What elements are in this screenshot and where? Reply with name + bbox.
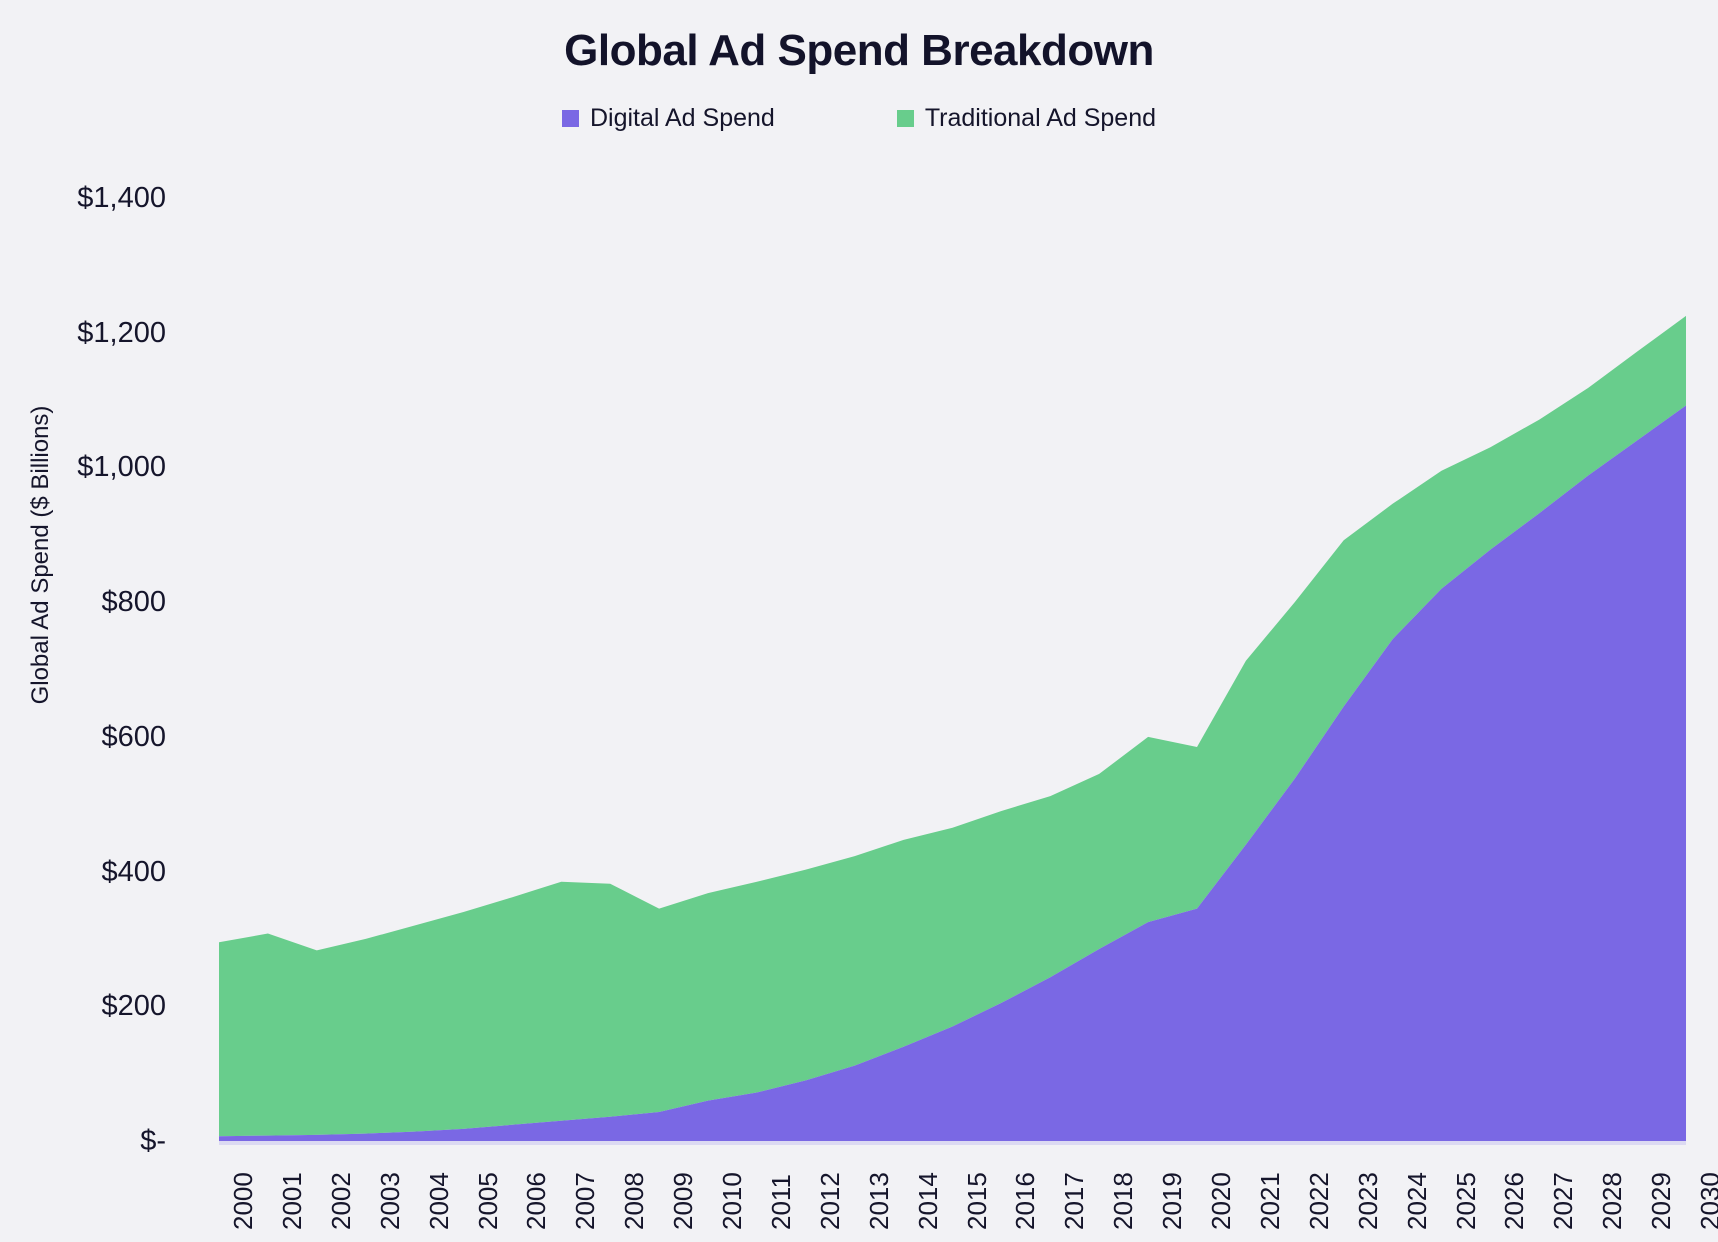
x-tick-label: 2018 <box>1108 1172 1139 1230</box>
x-tick-label: 2010 <box>717 1172 747 1230</box>
x-tick-label: 2024 <box>1401 1172 1432 1230</box>
x-tick-label: 2026 <box>1499 1172 1530 1230</box>
x-tick-label: 2025 <box>1450 1172 1481 1230</box>
x-tick-label: 2004 <box>423 1172 454 1230</box>
x-tick-label: 2017 <box>1059 1172 1090 1230</box>
x-tick-label: 2013 <box>863 1172 894 1230</box>
x-tick-label: 2007 <box>570 1172 601 1230</box>
x-tick-label: 2006 <box>521 1172 552 1230</box>
area-digital-ad-spend <box>219 405 1686 1141</box>
x-tick-label: 2021 <box>1254 1172 1285 1230</box>
legend-label-traditional: Traditional Ad Spend <box>924 104 1157 132</box>
y-tick-label: $200 <box>101 990 166 1023</box>
x-tick-label: 2027 <box>1548 1172 1579 1230</box>
x-tick-label: 2022 <box>1303 1172 1334 1230</box>
x-tick-label: 2023 <box>1352 1172 1383 1230</box>
area-traditional-ad-spend <box>219 315 1686 1137</box>
x-axis-line <box>219 1141 1686 1145</box>
x-tick-label: 2009 <box>668 1172 699 1230</box>
y-tick-label: $1,000 <box>77 451 166 484</box>
legend-swatch-traditional-icon <box>896 110 914 127</box>
legend-item-traditional: Traditional Ad Spend <box>896 104 1157 133</box>
x-tick-label: 2028 <box>1597 1172 1628 1230</box>
x-tick-label: 2020 <box>1206 1172 1236 1230</box>
x-tick-label: 2005 <box>472 1172 503 1230</box>
legend-label-digital: Digital Ad Spend <box>589 104 775 132</box>
x-tick-label: 2014 <box>912 1172 943 1230</box>
x-tick-label: 2011 <box>765 1174 796 1230</box>
x-tick-label: 2003 <box>374 1172 405 1230</box>
x-tick-label: 2008 <box>619 1172 650 1230</box>
y-tick-label: $800 <box>101 586 166 619</box>
chart-title: Global Ad Spend Breakdown <box>564 26 1154 75</box>
x-tick-label: 2001 <box>276 1172 307 1230</box>
x-tick-label: 2016 <box>1010 1172 1041 1230</box>
y-tick-label: $400 <box>101 855 166 888</box>
x-tick-label: 2029 <box>1646 1172 1677 1230</box>
x-tick-label: 2015 <box>961 1172 992 1230</box>
legend-swatch-digital-icon <box>561 110 579 127</box>
x-tick-label: 2002 <box>325 1172 356 1230</box>
legend-item-digital: Digital Ad Spend <box>561 104 775 133</box>
y-tick-label: $- <box>140 1125 166 1157</box>
y-tick-label: $600 <box>101 720 166 753</box>
x-tick-label: 2019 <box>1157 1172 1188 1230</box>
y-tick-label: $1,400 <box>77 182 166 214</box>
legend: Digital Ad Spend Traditional Ad Spend <box>0 104 1718 133</box>
x-tick-label: 2000 <box>228 1172 258 1230</box>
y-tick-label: $1,200 <box>77 316 166 349</box>
x-tick-label: 2030 <box>1695 1172 1718 1230</box>
x-tick-label: 2012 <box>814 1172 845 1230</box>
